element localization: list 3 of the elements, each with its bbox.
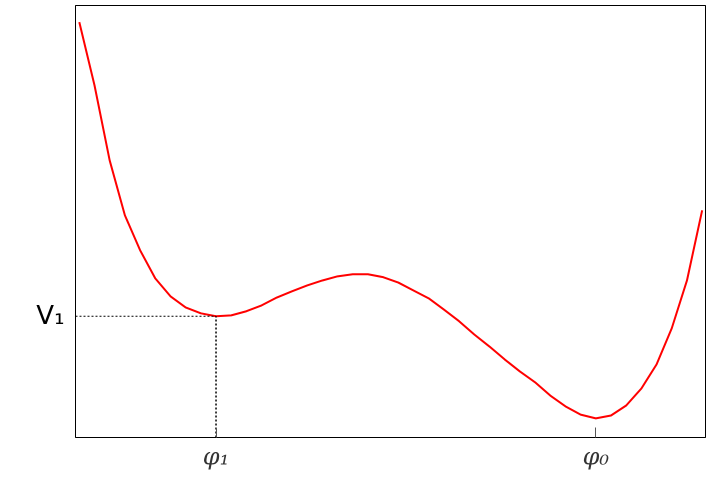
x-tick-label: φ₀ [582, 442, 610, 470]
ref-line-label: V₁ [36, 301, 65, 332]
x-tick-label: φ₁ [202, 442, 230, 470]
